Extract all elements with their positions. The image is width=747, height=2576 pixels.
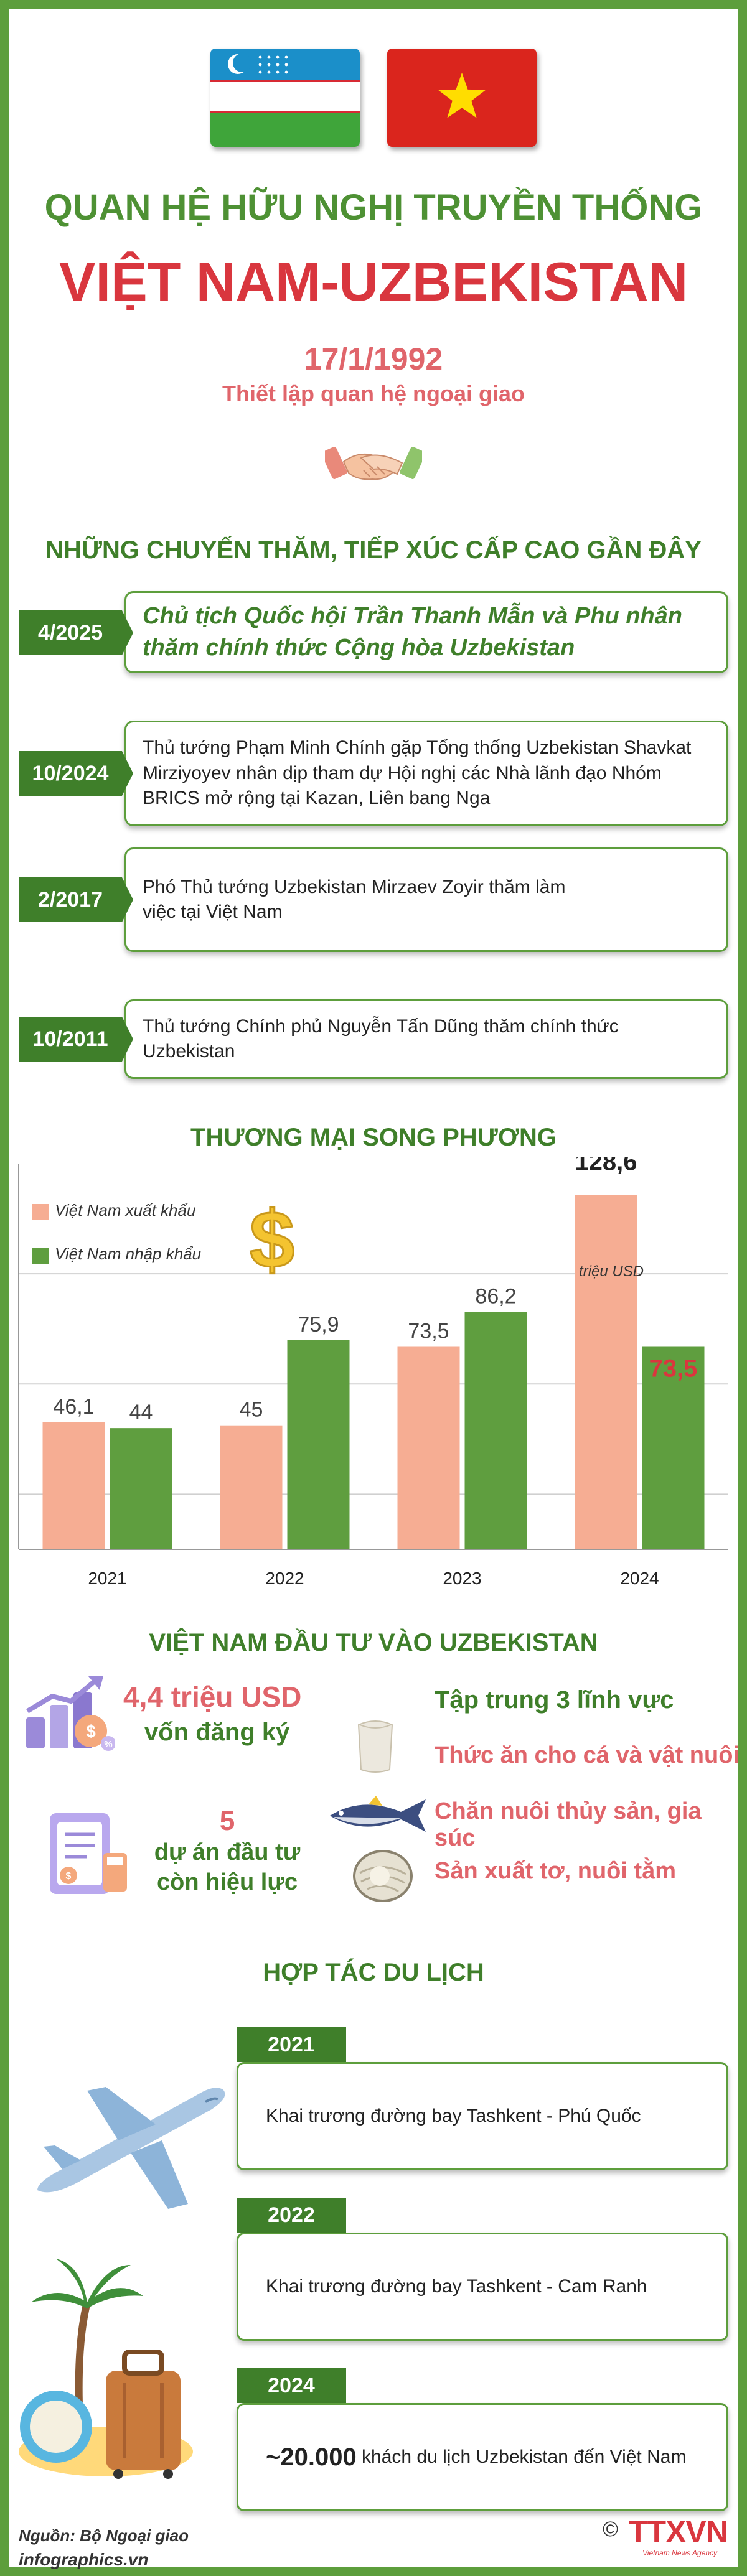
- focus-field-2: Chăn nuôi thủy sản, gia súc: [435, 1798, 702, 1851]
- import-bar: [110, 1428, 172, 1549]
- beach-luggage-icon: [19, 2259, 193, 2479]
- tourism-card: ~20.000 khách du lịch Uzbekistan đến Việ…: [237, 2403, 728, 2511]
- bar-value-label: 45: [240, 1398, 263, 1422]
- investment-capital-label: vốn đăng ký: [144, 1719, 290, 1746]
- projects-label-line2: còn hiệu lực: [157, 1869, 298, 1895]
- investment-growth-icon: $ %: [26, 1676, 115, 1751]
- import-bar: [464, 1312, 527, 1549]
- tourism-text: khách du lịch Uzbekistan đến Việt Nam: [356, 2447, 687, 2467]
- visit-text: Thủ tướng Phạm Minh Chính gặp Tổng thống…: [143, 737, 692, 809]
- x-tick-label: 2024: [620, 1569, 659, 1588]
- legend-label-import: Việt Nam nhập khẩu: [55, 1244, 202, 1263]
- svg-text:$: $: [250, 1198, 294, 1279]
- fish-icon: [330, 1796, 426, 1832]
- ttxvn-logo-subtitle: Vietnam News Agency: [642, 2549, 718, 2557]
- tourism-section-title: HỢP TÁC DU LỊCH: [263, 1959, 484, 1986]
- export-bar: [397, 1346, 460, 1549]
- svg-text:$: $: [66, 1871, 72, 1882]
- visit-date-tag: 4/2025: [19, 610, 133, 655]
- bar-value-label: 75,9: [298, 1313, 339, 1337]
- uzbekistan-flag-icon: [210, 49, 360, 147]
- projects-document-icon: $: [50, 1813, 127, 1894]
- handshake-icon: [325, 447, 422, 480]
- tourism-card: Khai trương đường bay Tashkent - Phú Quố…: [237, 2062, 728, 2170]
- source-note: Nguồn: Bộ Ngoại giao: [19, 2526, 189, 2545]
- x-tick-label: 2023: [443, 1569, 481, 1588]
- tourism-year-tab: 2021: [237, 2027, 346, 2062]
- establishment-date: 17/1/1992: [304, 342, 443, 376]
- export-bar: [575, 1195, 637, 1549]
- visit-text: Phó Thủ tướng Uzbekistan Mirzaev Zoyir t…: [143, 876, 566, 923]
- export-bar: [220, 1425, 283, 1549]
- legend-swatch-export: [32, 1204, 49, 1220]
- svg-text:$: $: [86, 1722, 96, 1741]
- silk-cocoon-icon: [353, 1850, 413, 1902]
- x-tick-label: 2022: [265, 1569, 304, 1588]
- visit-text: Thủ tướng Chính phủ Nguyễn Tấn Dũng thăm…: [143, 1015, 619, 1062]
- import-bar: [287, 1340, 350, 1549]
- chart-unit-label: triệu USD: [578, 1263, 644, 1280]
- copyright-icon: ©: [603, 2518, 619, 2541]
- focus-title: Tập trung 3 lĩnh vực: [435, 1686, 674, 1714]
- tourism-year-tab: 2024: [237, 2368, 346, 2403]
- site-name: infographics.vn: [19, 2550, 149, 2569]
- svg-text:%: %: [104, 1739, 112, 1750]
- visit-card: Phó Thủ tướng Uzbekistan Mirzaev Zoyir t…: [125, 847, 728, 952]
- ttxvn-logo: TTXVN: [629, 2514, 728, 2549]
- x-tick-label: 2021: [88, 1569, 126, 1588]
- title-line-1: QUAN HỆ HỮU NGHỊ TRUYỀN THỐNG: [44, 187, 703, 228]
- visit-date-tag: 10/2011: [19, 1017, 133, 1062]
- projects-count: 5: [219, 1806, 235, 1836]
- vietnam-flag-icon: [387, 49, 537, 147]
- export-bar: [42, 1422, 105, 1549]
- visit-card: Thủ tướng Chính phủ Nguyễn Tấn Dũng thăm…: [125, 999, 728, 1079]
- trade-section-title: THƯƠNG MẠI SONG PHƯƠNG: [190, 1124, 557, 1151]
- bar-value-label: 44: [129, 1401, 153, 1424]
- projects-label-line1: dự án đầu tư: [154, 1839, 301, 1865]
- investment-section-title: VIỆT NAM ĐẦU TƯ VÀO UZBEKISTAN: [149, 1629, 598, 1656]
- import-bar: [642, 1346, 705, 1549]
- trade-bar-chart: 46,1 44 2021 45 75,9 2022 73,5 86,2 2023 128,6 73,…: [18, 1157, 728, 1588]
- visit-date-tag: 10/2024: [19, 751, 133, 796]
- bar-value-label: 128,6: [575, 1157, 637, 1175]
- tourism-text: Khai trương đường bay Tashkent - Phú Quố…: [266, 2106, 641, 2126]
- bar-value-label: 73,5: [649, 1355, 698, 1383]
- bar-value-label: 73,5: [408, 1320, 449, 1343]
- investment-capital-value: 4,4 triệu USD: [123, 1681, 302, 1713]
- airplane-icon: [37, 2087, 225, 2209]
- focus-field-3: Sản xuất tơ, nuôi tằm: [435, 1858, 677, 1884]
- legend-swatch-import: [32, 1248, 49, 1264]
- establishment-subtitle: Thiết lập quan hệ ngoại giao: [222, 381, 525, 406]
- tourism-year-tab: 2022: [237, 2198, 346, 2233]
- legend-label-export: Việt Nam xuất khẩu: [55, 1201, 196, 1220]
- tourism-card: Khai trương đường bay Tashkent - Cam Ran…: [237, 2233, 728, 2341]
- visit-text: Chủ tịch Quốc hội Trần Thanh Mẫn và Phu …: [143, 602, 682, 661]
- feed-bag-icon: [357, 1720, 393, 1773]
- tourism-visitor-count: ~20.000: [266, 2443, 357, 2471]
- bar-value-label: 86,2: [475, 1284, 516, 1308]
- tourism-text: Khai trương đường bay Tashkent - Cam Ran…: [266, 2276, 647, 2297]
- visit-date-tag: 2/2017: [19, 877, 133, 922]
- focus-field-1: Thức ăn cho cá và vật nuôi: [435, 1742, 740, 1768]
- bar-value-label: 46,1: [53, 1395, 94, 1419]
- visit-card: Thủ tướng Phạm Minh Chính gặp Tổng thống…: [125, 721, 728, 826]
- visits-section-title: NHỮNG CHUYẾN THĂM, TIẾP XÚC CẤP CAO GẦN …: [45, 536, 702, 564]
- visit-card: Chủ tịch Quốc hội Trần Thanh Mẫn và Phu …: [125, 591, 728, 673]
- title-line-2: VIỆT NAM-UZBEKISTAN: [59, 251, 688, 312]
- dollar-sign-icon: $: [248, 1198, 295, 1279]
